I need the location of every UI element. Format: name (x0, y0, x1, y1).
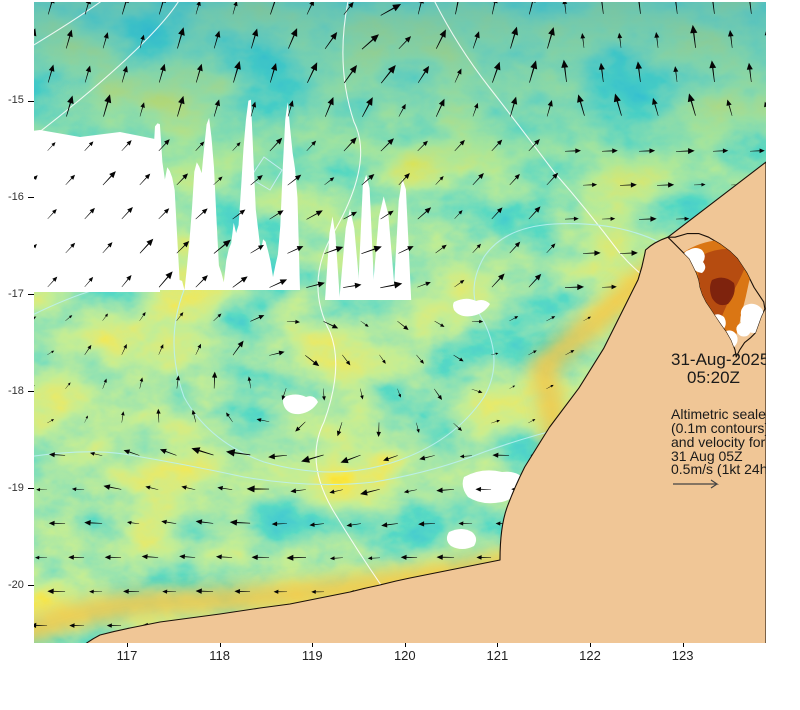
svg-text:31-Aug-2025: 31-Aug-2025 (671, 350, 766, 369)
svg-text:0.5m/s (1kt 24h): 0.5m/s (1kt 24h) (671, 461, 766, 477)
svg-text:05:20Z: 05:20Z (687, 368, 740, 387)
